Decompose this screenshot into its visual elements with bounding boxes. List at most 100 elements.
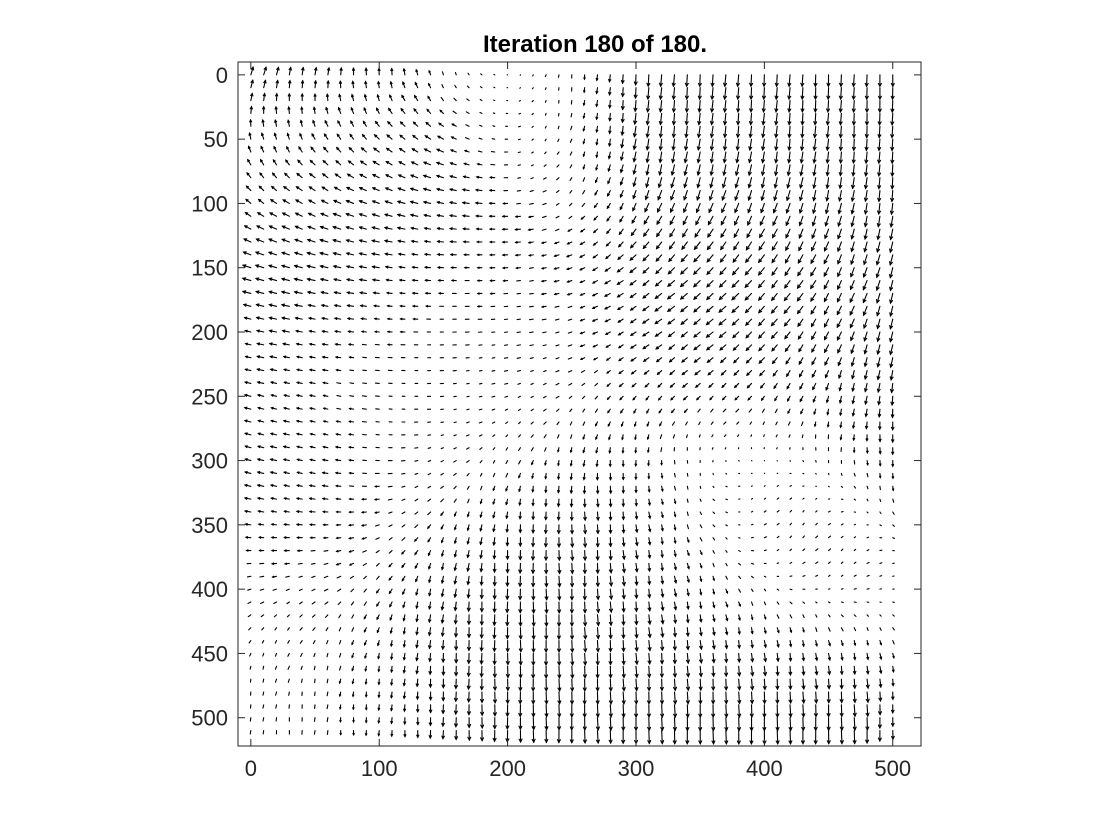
quiver-arrow xyxy=(579,228,586,233)
quiver-arrow xyxy=(609,485,613,495)
quiver-arrow xyxy=(322,523,329,527)
x-tick-label: 500 xyxy=(874,756,911,781)
quiver-arrow xyxy=(750,665,755,677)
quiver-arrow xyxy=(750,497,753,500)
x-tick-label: 200 xyxy=(489,756,526,781)
quiver-arrow xyxy=(414,498,419,502)
quiver-arrow xyxy=(699,640,703,651)
quiver-arrow xyxy=(415,691,420,701)
quiver-arrow xyxy=(492,665,497,679)
quiver-arrow xyxy=(528,305,534,308)
quiver-arrow xyxy=(731,267,740,276)
quiver-arrow xyxy=(450,266,457,269)
quiver-arrow xyxy=(518,524,523,534)
quiver-arrow xyxy=(609,575,613,588)
quiver-arrow xyxy=(410,226,419,230)
quiver-arrow xyxy=(476,163,483,166)
quiver-arrow xyxy=(642,305,650,312)
quiver-arrow xyxy=(866,561,870,564)
quiver-arrow xyxy=(812,190,817,202)
quiver-arrow xyxy=(749,730,754,746)
quiver-arrow xyxy=(630,357,637,362)
quiver-arrow xyxy=(569,177,573,181)
quiver-arrow xyxy=(621,434,624,441)
quiver-arrow xyxy=(465,124,470,127)
quiver-arrow xyxy=(335,420,342,423)
quiver-arrow xyxy=(241,264,252,269)
quiver-arrow xyxy=(643,215,650,225)
quiver-arrow xyxy=(876,344,881,356)
quiver-arrow xyxy=(516,344,521,346)
quiver-arrow xyxy=(453,614,458,625)
quiver-arrow xyxy=(712,614,716,623)
quiver-arrow xyxy=(776,588,780,591)
quiver-arrow xyxy=(595,665,600,679)
quiver-arrow xyxy=(878,460,882,467)
quiver-arrow xyxy=(423,253,432,256)
quiver-arrow xyxy=(763,485,766,487)
quiver-arrow xyxy=(518,730,523,744)
quiver-arrow xyxy=(684,112,689,126)
quiver-arrow xyxy=(338,93,342,102)
quiver-arrow xyxy=(670,408,676,414)
quiver-arrow xyxy=(531,627,536,641)
quiver-arrow xyxy=(629,292,637,299)
quiver-arrow xyxy=(733,357,740,364)
quiver-arrow xyxy=(298,146,303,153)
quiver-arrow xyxy=(670,395,676,401)
quiver-arrow xyxy=(620,74,625,85)
quiver-arrow xyxy=(634,678,639,692)
quiver-arrow xyxy=(312,627,316,631)
quiver-arrow xyxy=(338,614,342,619)
quiver-arrow xyxy=(579,305,586,309)
quiver-arrow xyxy=(618,357,624,362)
quiver-arrow xyxy=(770,305,778,314)
quiver-arrow xyxy=(347,160,355,166)
quiver-arrow xyxy=(879,640,883,646)
quiver-arrow xyxy=(634,652,639,666)
quiver-arrow xyxy=(840,523,844,526)
quiver-arrow xyxy=(241,277,252,282)
quiver-arrow xyxy=(595,524,600,535)
quiver-arrow xyxy=(569,164,573,169)
quiver-arrow xyxy=(840,627,844,632)
quiver-arrow xyxy=(749,74,754,88)
quiver-arrow xyxy=(634,601,639,613)
quiver-arrow xyxy=(255,329,265,333)
quiver-arrow xyxy=(287,640,290,644)
quiver-arrow xyxy=(889,241,894,254)
quiver-arrow xyxy=(828,522,832,526)
quiver-arrow xyxy=(440,524,444,530)
quiver-arrow xyxy=(324,601,329,605)
quiver-arrow xyxy=(243,238,252,243)
quiver-arrow xyxy=(712,550,715,554)
quiver-arrow xyxy=(642,344,650,350)
quiver-arrow xyxy=(440,447,444,450)
quiver-arrow xyxy=(595,164,599,171)
quiver-arrow xyxy=(543,177,547,180)
quiver-arrow xyxy=(358,239,367,243)
quiver-arrow xyxy=(851,382,855,393)
quiver-arrow xyxy=(488,227,496,231)
quiver-arrow xyxy=(492,112,496,114)
quiver-arrow xyxy=(826,691,831,704)
quiver-arrow xyxy=(293,303,303,308)
quiver-arrow xyxy=(891,472,895,480)
quiver-arrow xyxy=(544,588,549,601)
quiver-arrow xyxy=(272,158,278,166)
quiver-arrow xyxy=(693,254,701,263)
quiver-arrow xyxy=(608,460,612,468)
quiver-arrow xyxy=(450,279,457,282)
quiver-arrow xyxy=(415,601,419,610)
quiver-arrow xyxy=(436,135,444,140)
quiver-arrow xyxy=(681,357,688,363)
quiver-arrow xyxy=(479,614,484,626)
quiver-arrow xyxy=(787,138,792,152)
quiver-arrow xyxy=(605,254,611,260)
quiver-arrow xyxy=(891,730,895,741)
quiver-arrow xyxy=(269,199,278,204)
quiver-arrow xyxy=(891,691,895,701)
quiver-arrow xyxy=(259,575,265,578)
quiver-arrow xyxy=(399,121,406,127)
quiver-arrow xyxy=(724,691,729,705)
